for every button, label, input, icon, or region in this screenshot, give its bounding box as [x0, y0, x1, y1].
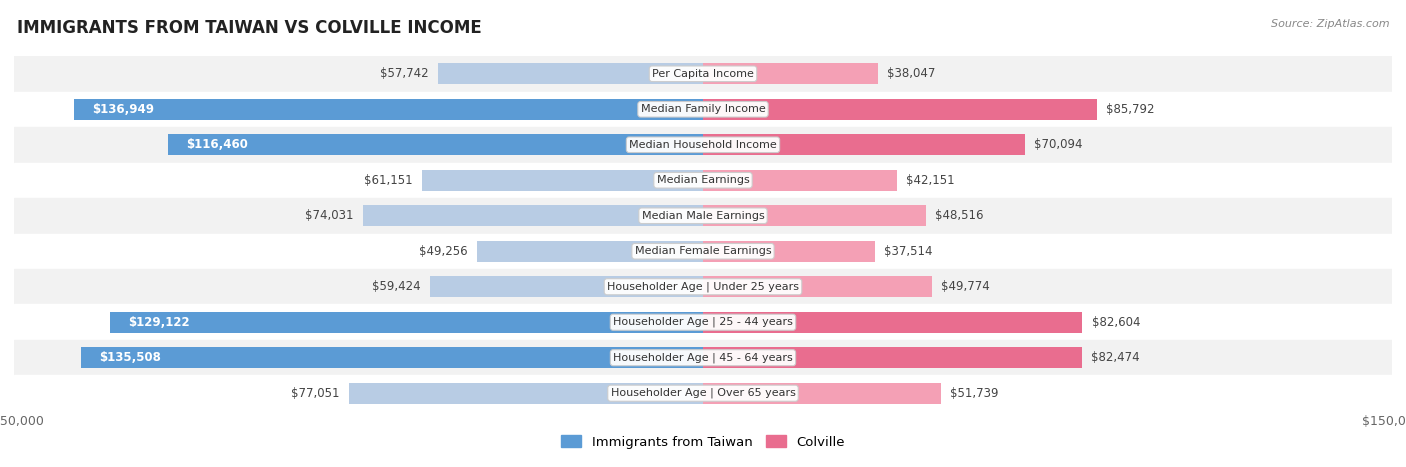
Text: $116,460: $116,460: [187, 138, 249, 151]
Text: $82,604: $82,604: [1091, 316, 1140, 329]
Text: $74,031: $74,031: [305, 209, 354, 222]
Bar: [703, 63, 877, 85]
Bar: [75, 99, 703, 120]
Bar: [703, 241, 876, 262]
Text: IMMIGRANTS FROM TAIWAN VS COLVILLE INCOME: IMMIGRANTS FROM TAIWAN VS COLVILLE INCOM…: [17, 19, 482, 37]
Bar: [703, 347, 1081, 368]
Text: $49,774: $49,774: [941, 280, 990, 293]
Text: $61,151: $61,151: [364, 174, 413, 187]
Text: Per Capita Income: Per Capita Income: [652, 69, 754, 79]
Bar: [349, 382, 703, 404]
Text: $85,792: $85,792: [1107, 103, 1154, 116]
Text: $77,051: $77,051: [291, 387, 340, 400]
Text: $42,151: $42,151: [905, 174, 955, 187]
Text: $57,742: $57,742: [380, 67, 429, 80]
Text: Householder Age | 25 - 44 years: Householder Age | 25 - 44 years: [613, 317, 793, 327]
Bar: [703, 170, 897, 191]
Text: $82,474: $82,474: [1091, 351, 1140, 364]
Text: Median Family Income: Median Family Income: [641, 104, 765, 114]
Bar: [169, 134, 703, 156]
Text: Median Male Earnings: Median Male Earnings: [641, 211, 765, 221]
Text: $37,514: $37,514: [884, 245, 934, 258]
Bar: [110, 311, 703, 333]
Bar: [14, 375, 1392, 411]
Bar: [703, 276, 932, 297]
Bar: [703, 99, 1097, 120]
Text: $51,739: $51,739: [950, 387, 998, 400]
Text: Median Earnings: Median Earnings: [657, 175, 749, 185]
Bar: [14, 198, 1392, 234]
Text: $59,424: $59,424: [373, 280, 420, 293]
Bar: [430, 276, 703, 297]
Bar: [703, 382, 941, 404]
Text: $136,949: $136,949: [93, 103, 155, 116]
Text: Source: ZipAtlas.com: Source: ZipAtlas.com: [1271, 19, 1389, 28]
Text: $49,256: $49,256: [419, 245, 468, 258]
Bar: [437, 63, 703, 85]
Bar: [14, 340, 1392, 375]
Bar: [14, 269, 1392, 304]
Text: $129,122: $129,122: [128, 316, 190, 329]
Bar: [14, 127, 1392, 163]
Bar: [14, 234, 1392, 269]
Text: $48,516: $48,516: [935, 209, 984, 222]
Bar: [703, 134, 1025, 156]
Bar: [14, 56, 1392, 92]
Bar: [14, 304, 1392, 340]
Bar: [363, 205, 703, 226]
Bar: [14, 92, 1392, 127]
Legend: Immigrants from Taiwan, Colville: Immigrants from Taiwan, Colville: [557, 430, 849, 454]
Text: Median Household Income: Median Household Income: [628, 140, 778, 150]
Bar: [703, 205, 925, 226]
Text: $38,047: $38,047: [887, 67, 935, 80]
Text: $70,094: $70,094: [1035, 138, 1083, 151]
Bar: [703, 311, 1083, 333]
Text: Householder Age | Under 25 years: Householder Age | Under 25 years: [607, 282, 799, 292]
Bar: [477, 241, 703, 262]
Bar: [80, 347, 703, 368]
Text: Median Female Earnings: Median Female Earnings: [634, 246, 772, 256]
Bar: [14, 163, 1392, 198]
Text: Householder Age | Over 65 years: Householder Age | Over 65 years: [610, 388, 796, 398]
Text: $135,508: $135,508: [98, 351, 160, 364]
Text: Householder Age | 45 - 64 years: Householder Age | 45 - 64 years: [613, 353, 793, 363]
Bar: [422, 170, 703, 191]
